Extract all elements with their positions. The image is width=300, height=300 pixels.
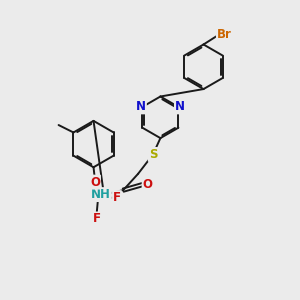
Text: N: N [175, 100, 185, 113]
Text: O: O [90, 176, 100, 189]
Text: F: F [113, 191, 121, 204]
Text: N: N [136, 100, 146, 113]
Text: NH: NH [91, 188, 111, 201]
Text: S: S [149, 148, 157, 161]
Text: F: F [92, 212, 101, 226]
Text: O: O [142, 178, 153, 191]
Text: Br: Br [217, 28, 232, 40]
